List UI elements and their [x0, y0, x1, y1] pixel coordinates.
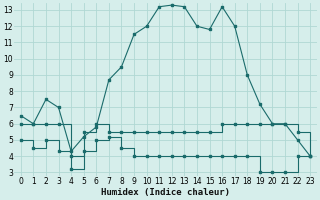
X-axis label: Humidex (Indice chaleur): Humidex (Indice chaleur) — [101, 188, 230, 197]
